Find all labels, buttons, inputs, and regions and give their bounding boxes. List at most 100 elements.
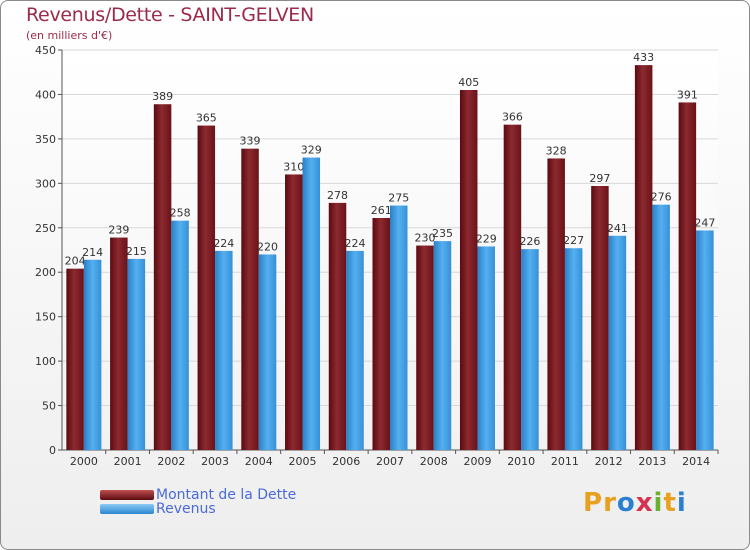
chart-subtitle: (en milliers d'€)	[26, 29, 113, 42]
proxiti-logo: Proxiti	[583, 488, 687, 518]
bar-revenue	[258, 254, 277, 450]
bar-revenue	[302, 157, 321, 451]
logo-letter: r	[603, 488, 617, 518]
bar-revenue	[171, 220, 189, 450]
bar-debt	[153, 104, 172, 450]
x-tick-label: 2002	[157, 455, 185, 468]
bar-revenue	[652, 204, 670, 450]
x-tick-label: 2007	[376, 455, 404, 468]
data-label: 215	[126, 245, 147, 258]
y-tick-label: 50	[42, 400, 56, 413]
legend-item-revenue: Revenus	[100, 501, 216, 517]
y-tick-label: 300	[35, 177, 56, 190]
data-label: 220	[257, 240, 278, 253]
bar-debt	[459, 90, 478, 450]
data-label: 391	[677, 88, 698, 101]
data-label: 339	[240, 135, 261, 148]
legend-label-revenue: Revenus	[156, 501, 216, 517]
legend-label-debt: Montant de la Dette	[156, 487, 297, 503]
x-tick-label: 2011	[551, 455, 579, 468]
bar-revenue	[564, 248, 583, 450]
y-tick-label: 350	[35, 133, 56, 146]
x-tick-label: 2006	[332, 455, 360, 468]
bar-revenue	[608, 235, 627, 450]
y-tick-label: 450	[35, 44, 56, 57]
data-label: 241	[607, 222, 628, 235]
logo-letter: i	[653, 488, 664, 518]
x-tick-label: 2005	[289, 455, 317, 468]
bar-debt	[328, 202, 347, 450]
y-tick-label: 0	[49, 444, 56, 457]
data-label: 328	[546, 144, 567, 157]
data-label: 230	[414, 232, 435, 245]
bar-debt	[241, 148, 259, 450]
legend-swatch-revenue	[100, 504, 154, 514]
data-label: 278	[327, 189, 348, 202]
logo-letter: i	[676, 488, 687, 518]
bar-revenue	[127, 258, 146, 450]
bar-debt	[678, 102, 697, 450]
x-tick-label: 2001	[114, 455, 142, 468]
logo-letter: t	[663, 488, 677, 518]
bar-debt	[547, 158, 565, 450]
x-tick-label: 2003	[201, 455, 229, 468]
bar-debt	[285, 174, 303, 450]
data-label: 366	[502, 111, 523, 124]
bar-revenue	[346, 250, 364, 450]
legend-swatch-debt	[100, 490, 154, 500]
bar-debt	[110, 237, 128, 450]
x-tick-label: 2013	[638, 455, 666, 468]
bar-debt	[66, 268, 84, 450]
data-label: 235	[432, 227, 453, 240]
y-tick-label: 100	[35, 355, 56, 368]
data-label: 389	[152, 90, 173, 103]
data-label: 227	[563, 234, 584, 247]
data-label: 214	[82, 246, 103, 259]
data-label: 224	[213, 237, 234, 250]
data-label: 204	[65, 255, 86, 268]
data-label: 239	[108, 224, 129, 237]
bar-debt	[197, 125, 216, 451]
bar-revenue	[433, 241, 452, 450]
data-label: 261	[371, 204, 392, 217]
bar-debt	[503, 124, 522, 451]
legend-item-debt: Montant de la Dette	[100, 487, 296, 503]
data-label: 276	[651, 191, 672, 204]
data-label: 405	[458, 76, 479, 89]
data-label: 226	[519, 235, 540, 248]
bar-debt	[591, 186, 609, 450]
data-label: 297	[589, 172, 610, 185]
bar-revenue	[215, 250, 233, 450]
y-tick-label: 400	[35, 88, 56, 101]
x-tick-label: 2012	[595, 455, 623, 468]
bar-revenue	[521, 249, 539, 450]
logo-letter: x	[635, 488, 654, 518]
bar-debt	[416, 245, 434, 450]
logo-letter: P	[583, 488, 604, 518]
x-tick-label: 2010	[507, 455, 535, 468]
x-tick-label: 2014	[682, 455, 710, 468]
x-tick-label: 2008	[420, 455, 448, 468]
logo-letter: o	[616, 488, 636, 518]
data-label: 310	[283, 160, 304, 173]
data-label: 229	[476, 232, 497, 245]
data-label: 275	[388, 192, 409, 205]
data-label: 433	[633, 51, 654, 64]
y-tick-label: 150	[35, 311, 56, 324]
data-label: 258	[170, 207, 191, 220]
bar-revenue	[390, 205, 408, 450]
bar-debt	[634, 65, 653, 450]
bar-revenue	[83, 259, 102, 450]
data-label: 247	[694, 216, 715, 229]
chart-title: Revenus/Dette - SAINT-GELVEN	[26, 4, 314, 26]
y-tick-label: 200	[35, 266, 56, 279]
data-label: 224	[345, 237, 366, 250]
bar-revenue	[477, 246, 495, 450]
y-tick-label: 250	[35, 222, 56, 235]
data-label: 329	[301, 144, 322, 157]
x-tick-label: 2004	[245, 455, 273, 468]
bar-debt	[372, 218, 390, 450]
x-tick-label: 2000	[70, 455, 98, 468]
data-label: 365	[196, 112, 217, 125]
